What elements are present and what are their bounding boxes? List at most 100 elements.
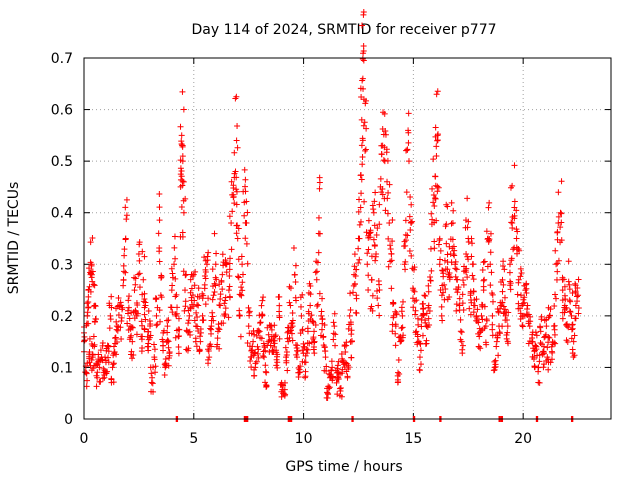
data-point (233, 230, 240, 237)
data-point (249, 343, 256, 350)
data-point (323, 394, 330, 401)
y-tick-label: 0.7 (51, 51, 73, 67)
data-point (406, 247, 413, 254)
data-point (254, 343, 261, 350)
data-point (88, 268, 95, 275)
data-point (233, 188, 240, 195)
data-point (389, 216, 396, 223)
data-point (175, 315, 182, 322)
data-point (192, 268, 199, 275)
data-point (358, 190, 365, 197)
data-point (180, 106, 187, 113)
data-point (440, 270, 447, 277)
data-point (83, 370, 90, 377)
data-point (487, 282, 494, 289)
data-point (404, 232, 411, 239)
data-point (345, 362, 352, 369)
data-point (407, 219, 414, 226)
data-point (411, 288, 418, 295)
data-point (125, 304, 132, 311)
data-point (365, 217, 372, 224)
data-point (544, 344, 551, 351)
data-point (334, 376, 341, 383)
data-point (454, 289, 461, 296)
data-point (496, 330, 503, 337)
data-point (191, 297, 198, 304)
data-point (566, 286, 573, 293)
data-point (165, 338, 172, 345)
data-point (522, 287, 529, 294)
data-point (211, 288, 218, 295)
data-point (189, 272, 196, 279)
data-point (276, 293, 283, 300)
y-tick-label: 0.1 (51, 360, 73, 376)
data-point (362, 100, 369, 107)
data-point (551, 326, 558, 333)
data-point (385, 235, 392, 242)
data-point (425, 315, 432, 322)
data-point (361, 119, 368, 126)
data-point (186, 328, 193, 335)
data-point (392, 330, 399, 337)
data-point (521, 294, 528, 301)
data-point (459, 342, 466, 349)
data-point (195, 285, 202, 292)
data-point (480, 277, 487, 284)
data-point (233, 137, 240, 144)
data-point (238, 292, 245, 299)
data-point (179, 178, 186, 185)
data-point (561, 309, 568, 316)
data-point (426, 307, 433, 314)
data-point (157, 318, 164, 325)
data-point (420, 300, 427, 307)
data-point (311, 328, 318, 335)
data-point (145, 328, 152, 335)
data-point (217, 291, 224, 298)
data-point (505, 309, 512, 316)
data-point (365, 246, 372, 253)
data-point (481, 258, 488, 265)
data-point (450, 251, 457, 258)
data-point (281, 386, 288, 393)
data-point (502, 306, 509, 313)
data-point (242, 235, 249, 242)
data-point (389, 299, 396, 306)
data-point (194, 293, 201, 300)
data-point (499, 323, 506, 330)
data-point (136, 257, 143, 264)
data-point (423, 323, 430, 330)
data-point (194, 323, 201, 330)
data-point (205, 347, 212, 354)
data-point (428, 267, 435, 274)
data-point (248, 330, 255, 337)
data-point (115, 312, 122, 319)
data-point (373, 232, 380, 239)
data-point (452, 273, 459, 280)
data-point (191, 317, 198, 324)
data-point (395, 357, 402, 364)
y-tick-label: 0.5 (51, 154, 73, 170)
data-point (379, 191, 386, 198)
data-point (405, 158, 412, 165)
data-point (449, 220, 456, 227)
data-point (333, 379, 340, 386)
data-point (315, 249, 322, 256)
data-point (329, 364, 336, 371)
data-point (206, 354, 213, 361)
data-point (369, 307, 376, 314)
data-point (401, 243, 408, 250)
data-point (87, 288, 94, 295)
data-point (569, 321, 576, 328)
data-point (241, 166, 248, 173)
data-point (420, 312, 427, 319)
data-point (151, 341, 158, 348)
data-point (457, 316, 464, 323)
data-point (142, 299, 149, 306)
data-point (239, 271, 246, 278)
data-point (566, 281, 573, 288)
data-point (228, 220, 235, 227)
data-point (374, 295, 381, 302)
data-point (305, 310, 312, 317)
data-point (262, 362, 269, 369)
data-point (448, 220, 455, 227)
